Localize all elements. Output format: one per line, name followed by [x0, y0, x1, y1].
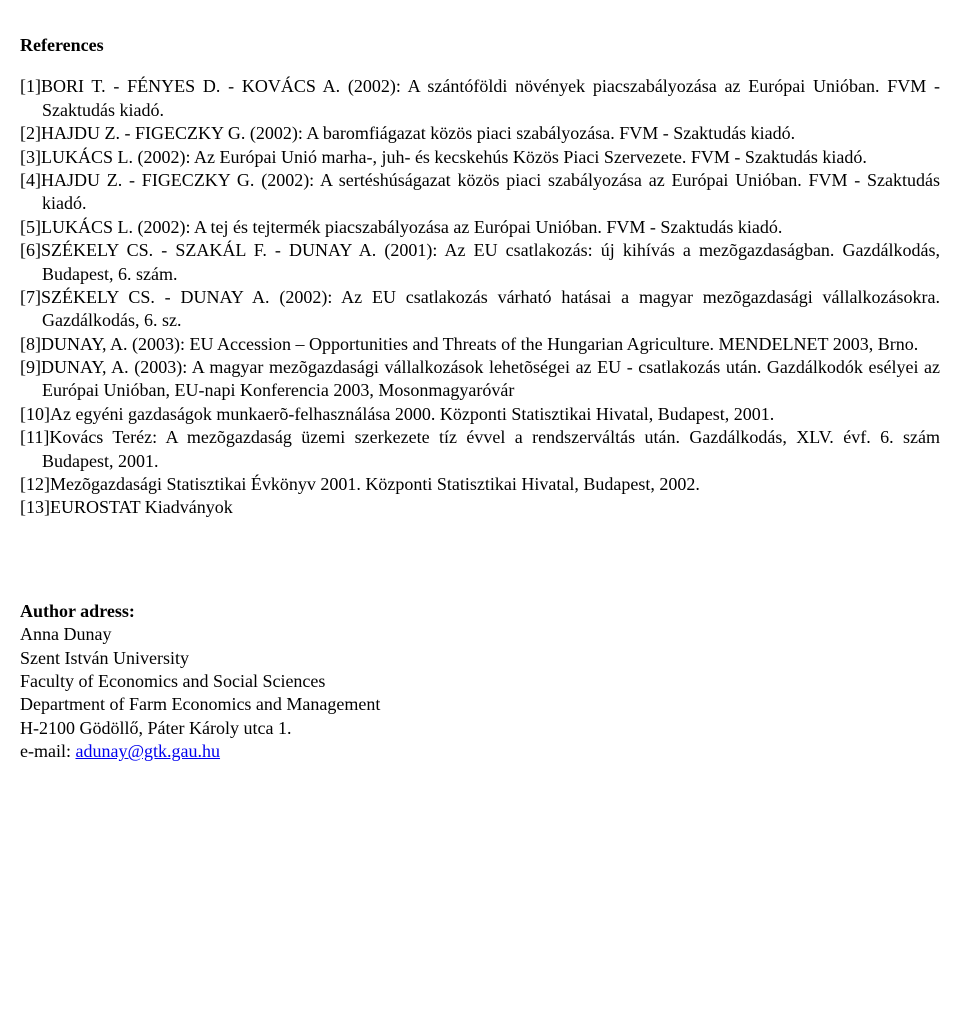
ref-number: [1]: [20, 76, 41, 96]
reference-item: [2]HAJDU Z. - FIGECZKY G. (2002): A baro…: [20, 122, 940, 145]
ref-text: (2002): A tej és tejtermék piacszabályoz…: [133, 217, 782, 237]
reference-item: [12]Mezõgazdasági Statisztikai Évkönyv 2…: [20, 473, 940, 496]
ref-number: [13]: [20, 497, 50, 517]
reference-item: [11]Kovács Teréz: A mezõgazdaság üzemi s…: [20, 426, 940, 473]
ref-number: [3]: [20, 147, 41, 167]
ref-authors: HAJDU Z. - FIGECZKY G.: [41, 123, 245, 143]
reference-item: [6]SZÉKELY CS. - SZAKÁL F. - DUNAY A. (2…: [20, 239, 940, 286]
reference-item: [13]EUROSTAT Kiadványok: [20, 496, 940, 519]
ref-authors: DUNAY, A.: [41, 357, 129, 377]
author-name: Anna Dunay: [20, 623, 940, 646]
ref-text: Kovács Teréz: A mezõgazdaság üzemi szerk…: [42, 427, 940, 470]
ref-text: (2002): Az Európai Unió marha-, juh- és …: [133, 147, 867, 167]
ref-authors: BORI T. - FÉNYES D. - KOVÁCS A.: [41, 76, 340, 96]
ref-number: [9]: [20, 357, 41, 377]
reference-item: [5]LUKÁCS L. (2002): A tej és tejtermék …: [20, 216, 940, 239]
author-address-block: Author adress: Anna Dunay Szent István U…: [20, 600, 940, 764]
reference-item: [3]LUKÁCS L. (2002): Az Európai Unió mar…: [20, 146, 940, 169]
spacer: [20, 520, 940, 600]
author-university: Szent István University: [20, 647, 940, 670]
ref-authors: LUKÁCS L.: [41, 217, 133, 237]
reference-item: [7]SZÉKELY CS. - DUNAY A. (2002): Az EU …: [20, 286, 940, 333]
ref-number: [8]: [20, 334, 41, 354]
ref-text: (2002): A baromfiágazat közös piaci szab…: [245, 123, 795, 143]
ref-authors: HAJDU Z. - FIGECZKY G.: [41, 170, 254, 190]
ref-authors: DUNAY, A.: [41, 334, 128, 354]
ref-authors: SZÉKELY CS. - SZAKÁL F. - DUNAY A.: [41, 240, 376, 260]
email-link[interactable]: adunay@gtk.gau.hu: [75, 741, 220, 761]
ref-authors: SZÉKELY CS. - DUNAY A.: [41, 287, 270, 307]
ref-number: [5]: [20, 217, 41, 237]
ref-number: [11]: [20, 427, 49, 447]
ref-authors: LUKÁCS L.: [41, 147, 133, 167]
reference-item: [4]HAJDU Z. - FIGECZKY G. (2002): A sert…: [20, 169, 940, 216]
ref-text: (2003): EU Accession – Opportunities and…: [128, 334, 919, 354]
reference-item: [1]BORI T. - FÉNYES D. - KOVÁCS A. (2002…: [20, 75, 940, 122]
author-faculty: Faculty of Economics and Social Sciences: [20, 670, 940, 693]
ref-number: [10]: [20, 404, 50, 424]
ref-text: Az egyéni gazdaságok munkaerõ-felhasznál…: [50, 404, 774, 424]
author-email-line: e-mail: adunay@gtk.gau.hu: [20, 740, 940, 763]
ref-number: [4]: [20, 170, 41, 190]
ref-number: [6]: [20, 240, 41, 260]
author-department: Department of Farm Economics and Managem…: [20, 693, 940, 716]
ref-number: [2]: [20, 123, 41, 143]
email-label: e-mail:: [20, 741, 75, 761]
ref-number: [12]: [20, 474, 50, 494]
ref-text: Mezõgazdasági Statisztikai Évkönyv 2001.…: [50, 474, 700, 494]
ref-text: (2003): A magyar mezõgazdasági vállalkoz…: [42, 357, 940, 400]
references-heading: References: [20, 34, 940, 57]
reference-item: [8]DUNAY, A. (2003): EU Accession – Oppo…: [20, 333, 940, 356]
ref-text: EUROSTAT Kiadványok: [50, 497, 233, 517]
reference-item: [9]DUNAY, A. (2003): A magyar mezõgazdas…: [20, 356, 940, 403]
author-postal-address: H-2100 Gödöllő, Páter Károly utca 1.: [20, 717, 940, 740]
ref-number: [7]: [20, 287, 41, 307]
reference-item: [10]Az egyéni gazdaságok munkaerõ-felhas…: [20, 403, 940, 426]
author-address-heading: Author adress:: [20, 600, 940, 623]
